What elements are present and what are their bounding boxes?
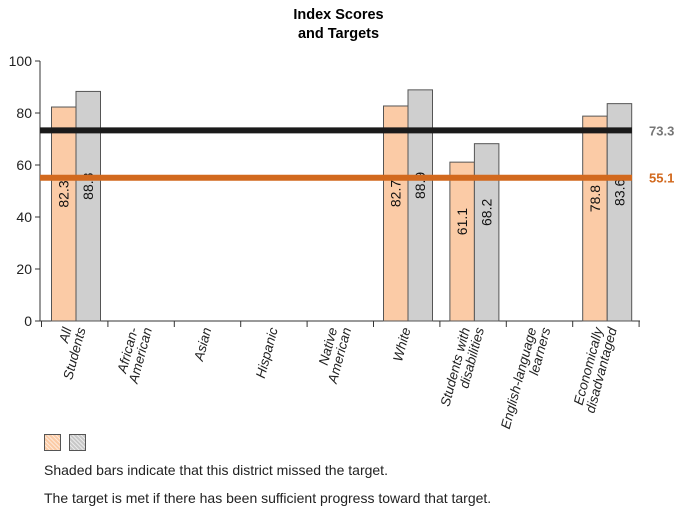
bar <box>407 89 433 322</box>
chart-title: Index Scores and Targets <box>0 6 677 44</box>
target-value-label: 55.1 <box>649 171 674 186</box>
y-tick-label: 40 <box>16 209 32 225</box>
note-target-met: The target is met if there has been suff… <box>44 490 492 506</box>
y-tick-label: 0 <box>24 313 32 329</box>
category-label: English-language <box>498 326 539 430</box>
bar <box>582 115 608 322</box>
bar <box>75 90 101 322</box>
y-tick-label: 60 <box>16 157 32 173</box>
bar-value-label: 82.7 <box>388 180 404 207</box>
bar <box>449 161 475 322</box>
category-label: White <box>390 326 413 363</box>
y-tick-label: 20 <box>16 261 32 277</box>
bar-value-label: 82.3 <box>56 180 72 207</box>
bar <box>383 105 409 322</box>
bar <box>606 103 633 322</box>
target-value-label: 73.3 <box>649 123 674 138</box>
category-label: Hispanic <box>253 326 281 380</box>
y-tick-label: 80 <box>16 105 32 121</box>
bar-value-label: 83.6 <box>611 178 627 205</box>
bar <box>51 106 77 322</box>
y-tick-label: 100 <box>9 53 33 69</box>
note-shaded-bars: Shaded bars indicate that this district … <box>44 462 388 478</box>
bar-value-label: 61.1 <box>454 208 470 235</box>
category-label: Asian <box>191 326 214 363</box>
category-label: All <box>56 325 75 345</box>
chart-title-line-2: and Targets <box>297 26 380 42</box>
legend-swatch-gray <box>69 434 86 451</box>
bar-value-label: 78.8 <box>587 185 603 212</box>
legend-swatch-orange <box>44 434 61 451</box>
bar-value-label: 68.2 <box>479 199 495 226</box>
legend <box>44 434 86 451</box>
bar <box>473 143 500 322</box>
chart-title-line-1: Index Scores <box>293 7 384 23</box>
